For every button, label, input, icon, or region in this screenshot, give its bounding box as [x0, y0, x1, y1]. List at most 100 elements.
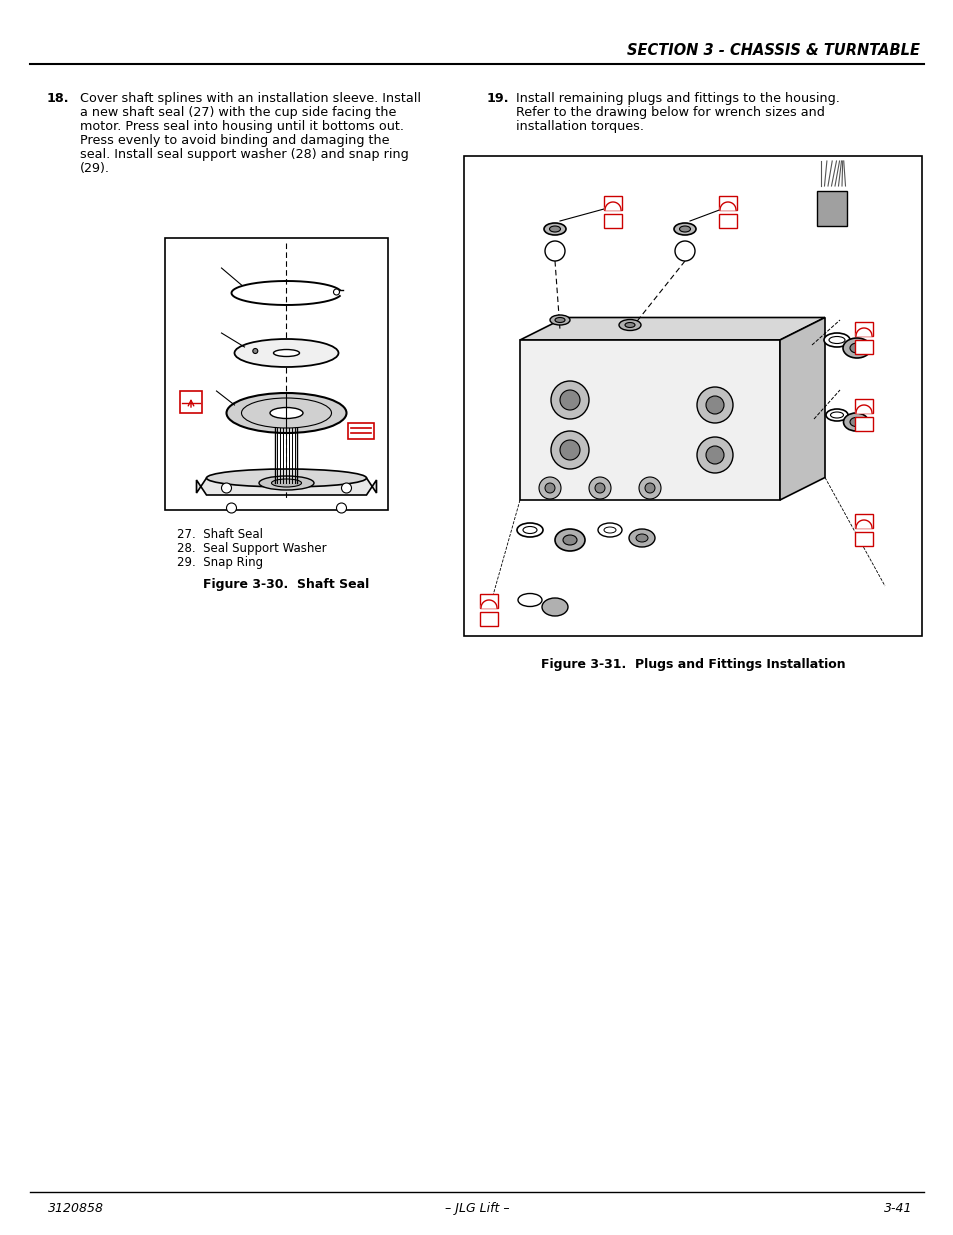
Ellipse shape — [549, 226, 560, 232]
Ellipse shape — [538, 477, 560, 499]
Ellipse shape — [544, 483, 555, 493]
Ellipse shape — [603, 527, 616, 534]
Polygon shape — [604, 203, 620, 210]
Ellipse shape — [823, 333, 849, 347]
Text: installation torques.: installation torques. — [516, 120, 643, 133]
Ellipse shape — [555, 317, 564, 322]
Text: 3120858: 3120858 — [48, 1202, 104, 1215]
Bar — [854, 340, 872, 354]
Text: Cover shaft splines with an installation sleeve. Install: Cover shaft splines with an installation… — [80, 91, 420, 105]
Bar — [165, 238, 388, 510]
Text: (29).: (29). — [80, 162, 110, 175]
Polygon shape — [519, 317, 824, 340]
Circle shape — [675, 241, 695, 261]
Ellipse shape — [517, 594, 541, 606]
Ellipse shape — [555, 529, 584, 551]
Circle shape — [544, 241, 564, 261]
Circle shape — [334, 289, 339, 295]
Text: a new shaft seal (27) with the cup side facing the: a new shaft seal (27) with the cup side … — [80, 106, 395, 119]
Text: SECTION 3 - CHASSIS & TURNTABLE: SECTION 3 - CHASSIS & TURNTABLE — [626, 43, 919, 58]
Ellipse shape — [705, 446, 723, 464]
Polygon shape — [480, 600, 497, 608]
Ellipse shape — [517, 522, 542, 537]
Text: Install remaining plugs and fittings to the housing.: Install remaining plugs and fittings to … — [516, 91, 839, 105]
Ellipse shape — [849, 343, 863, 353]
Circle shape — [336, 503, 346, 513]
Bar — [854, 322, 872, 336]
Polygon shape — [720, 203, 735, 210]
Ellipse shape — [644, 483, 655, 493]
Ellipse shape — [673, 224, 696, 235]
Bar — [719, 196, 737, 210]
Bar — [719, 214, 737, 228]
Ellipse shape — [562, 535, 577, 545]
Ellipse shape — [270, 408, 303, 419]
Bar — [603, 196, 621, 210]
Text: 3-41: 3-41 — [882, 1202, 911, 1215]
Ellipse shape — [241, 398, 331, 429]
Ellipse shape — [551, 382, 588, 419]
Bar — [854, 514, 872, 529]
Ellipse shape — [588, 477, 610, 499]
Ellipse shape — [830, 412, 842, 417]
Bar — [463, 156, 921, 636]
Ellipse shape — [825, 409, 847, 421]
Circle shape — [341, 483, 351, 493]
Circle shape — [226, 503, 236, 513]
Text: Refer to the drawing below for wrench sizes and: Refer to the drawing below for wrench si… — [516, 106, 824, 119]
Bar — [479, 594, 497, 608]
Bar — [479, 613, 497, 626]
Ellipse shape — [842, 338, 870, 358]
Ellipse shape — [624, 322, 635, 327]
Ellipse shape — [551, 431, 588, 469]
Ellipse shape — [636, 534, 647, 542]
Ellipse shape — [522, 526, 537, 534]
Text: 18.: 18. — [47, 91, 70, 105]
Ellipse shape — [639, 477, 660, 499]
Bar — [603, 214, 621, 228]
Circle shape — [253, 348, 257, 353]
Bar — [854, 399, 872, 412]
Bar — [854, 417, 872, 431]
Text: 27.  Shaft Seal: 27. Shaft Seal — [177, 529, 263, 541]
Polygon shape — [855, 329, 871, 336]
Ellipse shape — [628, 529, 655, 547]
Polygon shape — [855, 520, 871, 529]
Ellipse shape — [272, 479, 301, 487]
Ellipse shape — [550, 315, 569, 325]
Ellipse shape — [828, 336, 844, 343]
Text: Figure 3-30.  Shaft Seal: Figure 3-30. Shaft Seal — [203, 578, 369, 592]
Polygon shape — [780, 317, 824, 500]
Ellipse shape — [618, 320, 640, 331]
Ellipse shape — [258, 475, 314, 490]
Polygon shape — [855, 405, 871, 412]
Ellipse shape — [274, 350, 299, 357]
Ellipse shape — [559, 390, 579, 410]
Ellipse shape — [598, 522, 621, 537]
Ellipse shape — [697, 387, 732, 424]
Ellipse shape — [541, 598, 567, 616]
Polygon shape — [196, 478, 376, 495]
Bar — [816, 191, 846, 226]
Bar — [180, 391, 202, 412]
Text: 29.  Snap Ring: 29. Snap Ring — [177, 556, 263, 569]
Text: Figure 3-31.  Plugs and Fittings Installation: Figure 3-31. Plugs and Fittings Installa… — [540, 658, 844, 671]
Text: 28.  Seal Support Washer: 28. Seal Support Washer — [177, 542, 326, 555]
Text: Press evenly to avoid binding and damaging the: Press evenly to avoid binding and damagi… — [80, 135, 389, 147]
Ellipse shape — [226, 393, 346, 433]
Ellipse shape — [234, 338, 338, 367]
Bar — [854, 532, 872, 546]
Polygon shape — [519, 340, 780, 500]
Ellipse shape — [679, 226, 690, 232]
Circle shape — [221, 483, 232, 493]
Ellipse shape — [206, 469, 366, 487]
Text: seal. Install seal support washer (28) and snap ring: seal. Install seal support washer (28) a… — [80, 148, 408, 161]
Ellipse shape — [849, 417, 862, 426]
Text: motor. Press seal into housing until it bottoms out.: motor. Press seal into housing until it … — [80, 120, 403, 133]
Ellipse shape — [595, 483, 604, 493]
Text: – JLG Lift –: – JLG Lift – — [444, 1202, 509, 1215]
Ellipse shape — [543, 224, 565, 235]
Bar — [348, 424, 374, 438]
Ellipse shape — [705, 396, 723, 414]
Ellipse shape — [842, 412, 867, 431]
